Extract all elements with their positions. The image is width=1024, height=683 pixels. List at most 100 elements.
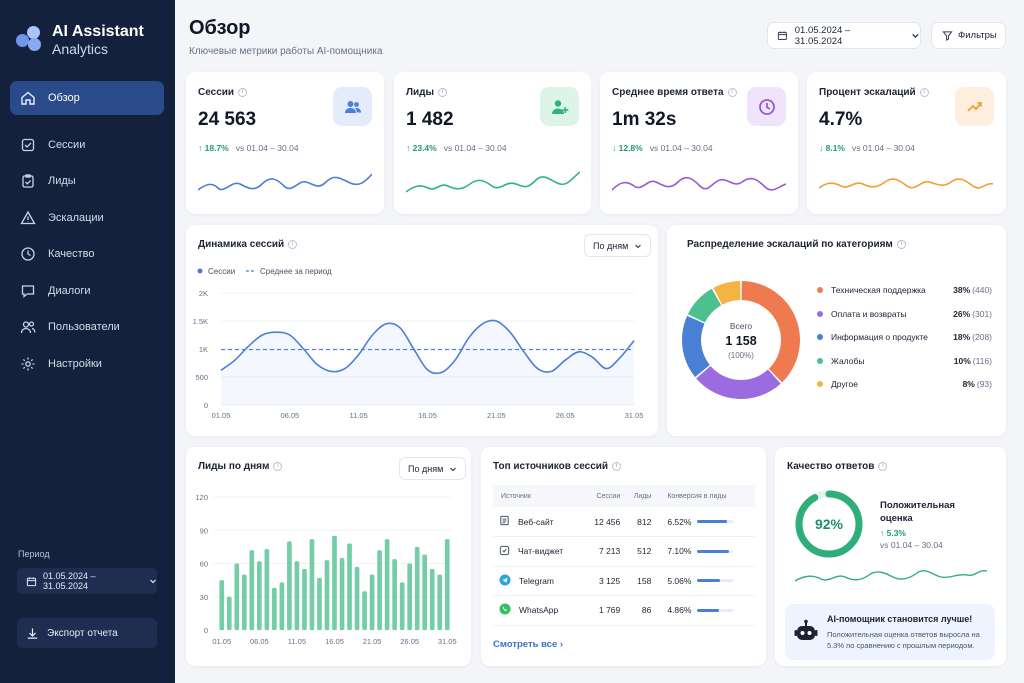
see-all-link[interactable]: Смотреть все ›: [493, 639, 564, 650]
info-icon[interactable]: i: [878, 462, 888, 471]
source-name: Чат-виджет: [518, 546, 564, 557]
chart-legend: Сессии Среднее за период: [197, 267, 332, 276]
table-header-row: Источник Сессии Лиды Конверсия в лиды: [493, 485, 755, 507]
conversion-value: 4.86%: [667, 605, 692, 616]
source-name: Telegram: [519, 575, 554, 586]
page-title: Обзор: [189, 17, 251, 39]
filters-button[interactable]: Фильтры: [931, 22, 1006, 49]
legend-row: Техническая поддержка 38% (440): [817, 285, 992, 295]
period-granularity-select[interactable]: По дням: [399, 457, 467, 480]
x-tick-label: 31.05: [438, 637, 457, 646]
info-icon[interactable]: i: [288, 240, 298, 249]
lead-bar: [339, 557, 345, 630]
export-report-button[interactable]: Экспорт отчета: [17, 618, 157, 648]
kpi-card-response-time: Среднее время ответа i 1m 32s ↓ 12.8% vs 0…: [600, 72, 798, 214]
sidebar-item-leads[interactable]: Лиды: [10, 164, 164, 198]
donut-slice: [682, 315, 710, 377]
sidebar-item-escalations[interactable]: Эскалации: [10, 201, 164, 235]
conversion-bar: [697, 608, 734, 612]
sidebar-item-settings[interactable]: Настройки: [10, 347, 164, 381]
info-icon[interactable]: i: [896, 240, 906, 249]
banner-title: AI-помощник становится лучше!: [827, 614, 973, 624]
kpi-card-sessions: Сессии i 24 563 ↑ 18.7% vs 01.04 – 30.04: [186, 72, 384, 214]
sidebar-item-users[interactable]: Пользователи: [10, 310, 164, 344]
legend-dot: [817, 357, 823, 364]
sessions-cell: 7 213: [583, 536, 625, 567]
legend-pct: 38%: [953, 285, 971, 295]
info-icon[interactable]: i: [727, 88, 737, 97]
lead-bar: [234, 563, 240, 630]
sidebar-item-label: Обзор: [48, 92, 80, 104]
x-tick-label: 31.05: [625, 411, 644, 420]
kpi-title: Сессии i: [198, 87, 248, 98]
period-select[interactable]: 01.05.2024 – 31.05.2024: [17, 568, 157, 594]
section-title: Лиды по дням i: [198, 461, 283, 472]
info-icon[interactable]: i: [919, 88, 929, 97]
column-header[interactable]: Сессии: [583, 485, 625, 507]
sources-table: Источник Сессии Лиды Конверсия в лиды Ве…: [493, 485, 755, 626]
warning-icon: [20, 210, 36, 224]
leads-chart-card: Лиды по дням i По дням 0 30 60 90 120 01.05 06.…: [186, 447, 471, 666]
table-row[interactable]: WhatsApp 1 769 86 4.86%: [493, 595, 755, 626]
sidebar-item-quality[interactable]: Качество: [10, 237, 164, 271]
quality-banner: AI-помощник становится лучше! Положитель…: [785, 604, 995, 660]
x-tick-label: 01.05: [212, 411, 231, 420]
donut-slice: [696, 365, 781, 399]
date-range-select[interactable]: 01.05.2024 – 31.05.2024: [767, 22, 921, 49]
sidebar-item-overview[interactable]: Обзор: [10, 81, 164, 115]
table-row[interactable]: Чат-виджет 7 213 512 7.10%: [493, 536, 755, 567]
table-row[interactable]: Telegram 3 125 158 5.06%: [493, 566, 755, 596]
section-title: Топ источников сессий i: [493, 461, 622, 472]
info-icon[interactable]: i: [238, 88, 248, 97]
info-icon[interactable]: i: [273, 462, 283, 471]
table-row[interactable]: Веб-сайт 12 456 812 6.52%: [493, 507, 755, 537]
lead-bar: [332, 535, 337, 630]
legend-dot: [817, 287, 823, 293]
lead-bar: [429, 569, 435, 630]
lead-bar: [444, 539, 450, 630]
lead-bar: [384, 539, 390, 630]
column-header[interactable]: Источник: [493, 485, 584, 507]
info-icon[interactable]: i: [612, 462, 622, 471]
legend-pct: 10%: [953, 355, 971, 366]
info-icon[interactable]: i: [438, 88, 448, 97]
period-granularity-select[interactable]: По дням: [584, 234, 652, 257]
clock-icon: [747, 87, 786, 126]
chat-widget-icon: [499, 545, 510, 558]
source-cell: WhatsApp: [493, 595, 584, 626]
legend-dot: [817, 334, 823, 340]
donut-slice: [741, 281, 800, 383]
sessions-line-chart: 0 500 1K 1.5K 2K 01.05 06.05 11.05 16.05 21.05 26.…: [193, 267, 644, 420]
conversion-value: 5.06%: [667, 575, 692, 586]
kpi-title: Лиды i: [406, 87, 448, 98]
sidebar-item-dialogs[interactable]: Диалоги: [10, 274, 164, 308]
sessions-cell: 12 456: [583, 507, 625, 537]
column-header[interactable]: Конверсия в лиды: [655, 485, 755, 507]
column-header[interactable]: Лиды: [624, 485, 656, 507]
y-tick-label: 1K: [199, 345, 208, 354]
lead-bar: [414, 546, 420, 630]
kpi-delta: ↑ 18.7% vs 01.04 – 30.04: [198, 143, 299, 153]
conversion-bar: [697, 549, 734, 553]
quality-delta: ↑ 5.3%: [880, 528, 906, 538]
kpi-title: Процент эскалаций i: [819, 87, 929, 98]
legend-average-label: Среднее за период: [260, 267, 332, 276]
x-tick-label: 16.05: [325, 637, 344, 646]
lead-bar: [287, 541, 292, 630]
brand-title: AI Assistant: [52, 23, 144, 40]
chat-icon: [21, 284, 35, 298]
quality-label: Положительная оценка: [880, 500, 955, 524]
y-tick-label: 2K: [199, 289, 208, 298]
quality-sparkline: [794, 569, 988, 582]
lead-bar: [399, 582, 405, 630]
y-tick-label: 120: [195, 493, 208, 502]
quality-gauge-arc: [795, 490, 863, 558]
export-label: Экспорт отчета: [47, 627, 118, 639]
kpi-value: 1 482: [406, 109, 454, 130]
x-tick-label: 11.05: [288, 637, 306, 646]
sidebar-item-sessions[interactable]: Сессии: [10, 128, 164, 162]
lead-bar: [422, 554, 428, 630]
clipboard-check-icon: [22, 174, 34, 188]
filters-label: Фильтры: [958, 30, 997, 41]
leads-cell: 512: [624, 536, 656, 567]
